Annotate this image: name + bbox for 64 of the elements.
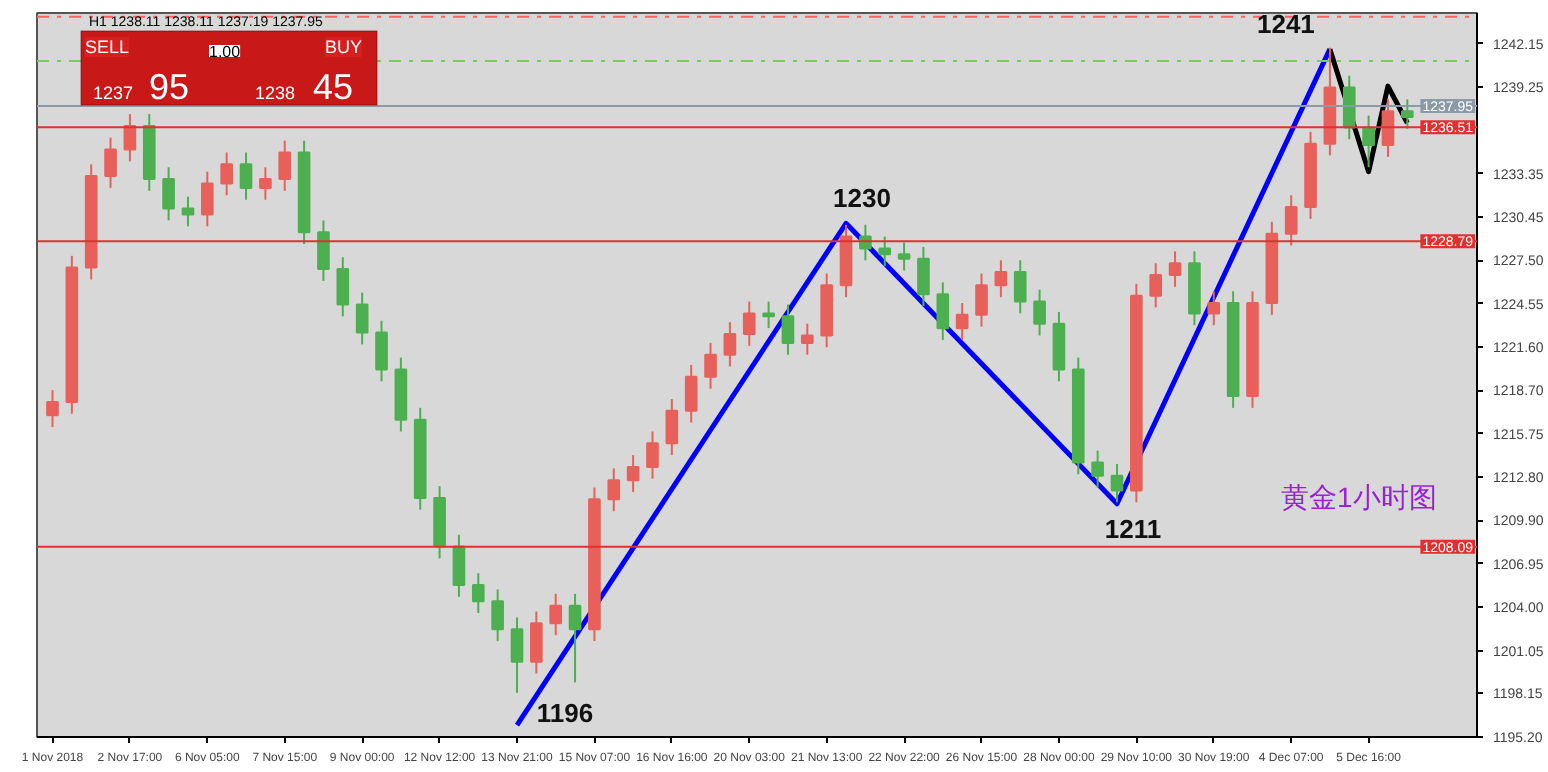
annotation: SELL (85, 37, 130, 57)
candlestick (549, 592, 563, 637)
candlestick (201, 170, 214, 228)
annotation: BUY (325, 37, 363, 57)
candlestick (46, 389, 59, 429)
candlestick (1342, 74, 1356, 141)
annotation: 45 (313, 67, 354, 107)
candlestick (220, 151, 233, 197)
line-series (514, 46, 1333, 728)
candlestick (684, 364, 698, 424)
annotation: 95 (149, 67, 190, 107)
candlestick (336, 256, 350, 318)
candlestick (762, 300, 775, 330)
candlestick (975, 272, 988, 328)
candlestick (568, 592, 582, 684)
annotation: 1.00 (209, 43, 242, 61)
candlestick (510, 616, 524, 694)
candlestick (955, 302, 969, 341)
candlestick (897, 241, 911, 272)
candlestick (530, 610, 543, 675)
candlestick (1362, 114, 1375, 169)
annotation: 1238 (255, 83, 296, 103)
candlestick (1401, 98, 1414, 130)
candlestick (917, 245, 930, 307)
candlestick (375, 319, 388, 383)
line-series (1327, 46, 1410, 175)
candlestick (471, 572, 485, 615)
candlestick (723, 321, 737, 368)
annotation: 1196 (536, 698, 594, 729)
annotation: 黄金1小时图 (1281, 481, 1437, 513)
candlestick (278, 139, 292, 192)
candlestick (259, 166, 272, 201)
annotation: 1230 (833, 183, 891, 214)
candlestick (704, 341, 717, 390)
candlestick (1168, 250, 1182, 288)
candlestick (626, 454, 640, 493)
candlestick (104, 136, 117, 189)
candlestick (878, 235, 892, 268)
candlestick (994, 259, 1008, 299)
annotation: 1211 (1104, 513, 1162, 544)
candlestick (355, 291, 369, 346)
candlestick (1149, 262, 1163, 309)
candlestick (665, 397, 679, 457)
candlestick (1207, 290, 1221, 327)
candlestick (801, 322, 814, 356)
candlestick (607, 467, 621, 513)
candlestick (239, 151, 253, 201)
candlestick (1110, 462, 1124, 504)
candlestick (491, 588, 504, 643)
annotation: 1237 (93, 83, 134, 103)
annotation: 1241 (1256, 9, 1315, 40)
candlestick (936, 281, 950, 341)
candlestick (1033, 288, 1046, 337)
candlestick (1013, 259, 1027, 315)
candlestick (1052, 310, 1066, 383)
candlestick (1284, 194, 1298, 247)
candlestick (742, 300, 756, 347)
candlestick (452, 533, 466, 598)
candlestick (1091, 449, 1104, 489)
candlestick (317, 219, 330, 282)
candlestick (162, 166, 175, 222)
candlestick (1381, 98, 1395, 158)
candlestick (781, 303, 795, 356)
candlestick (646, 430, 659, 480)
